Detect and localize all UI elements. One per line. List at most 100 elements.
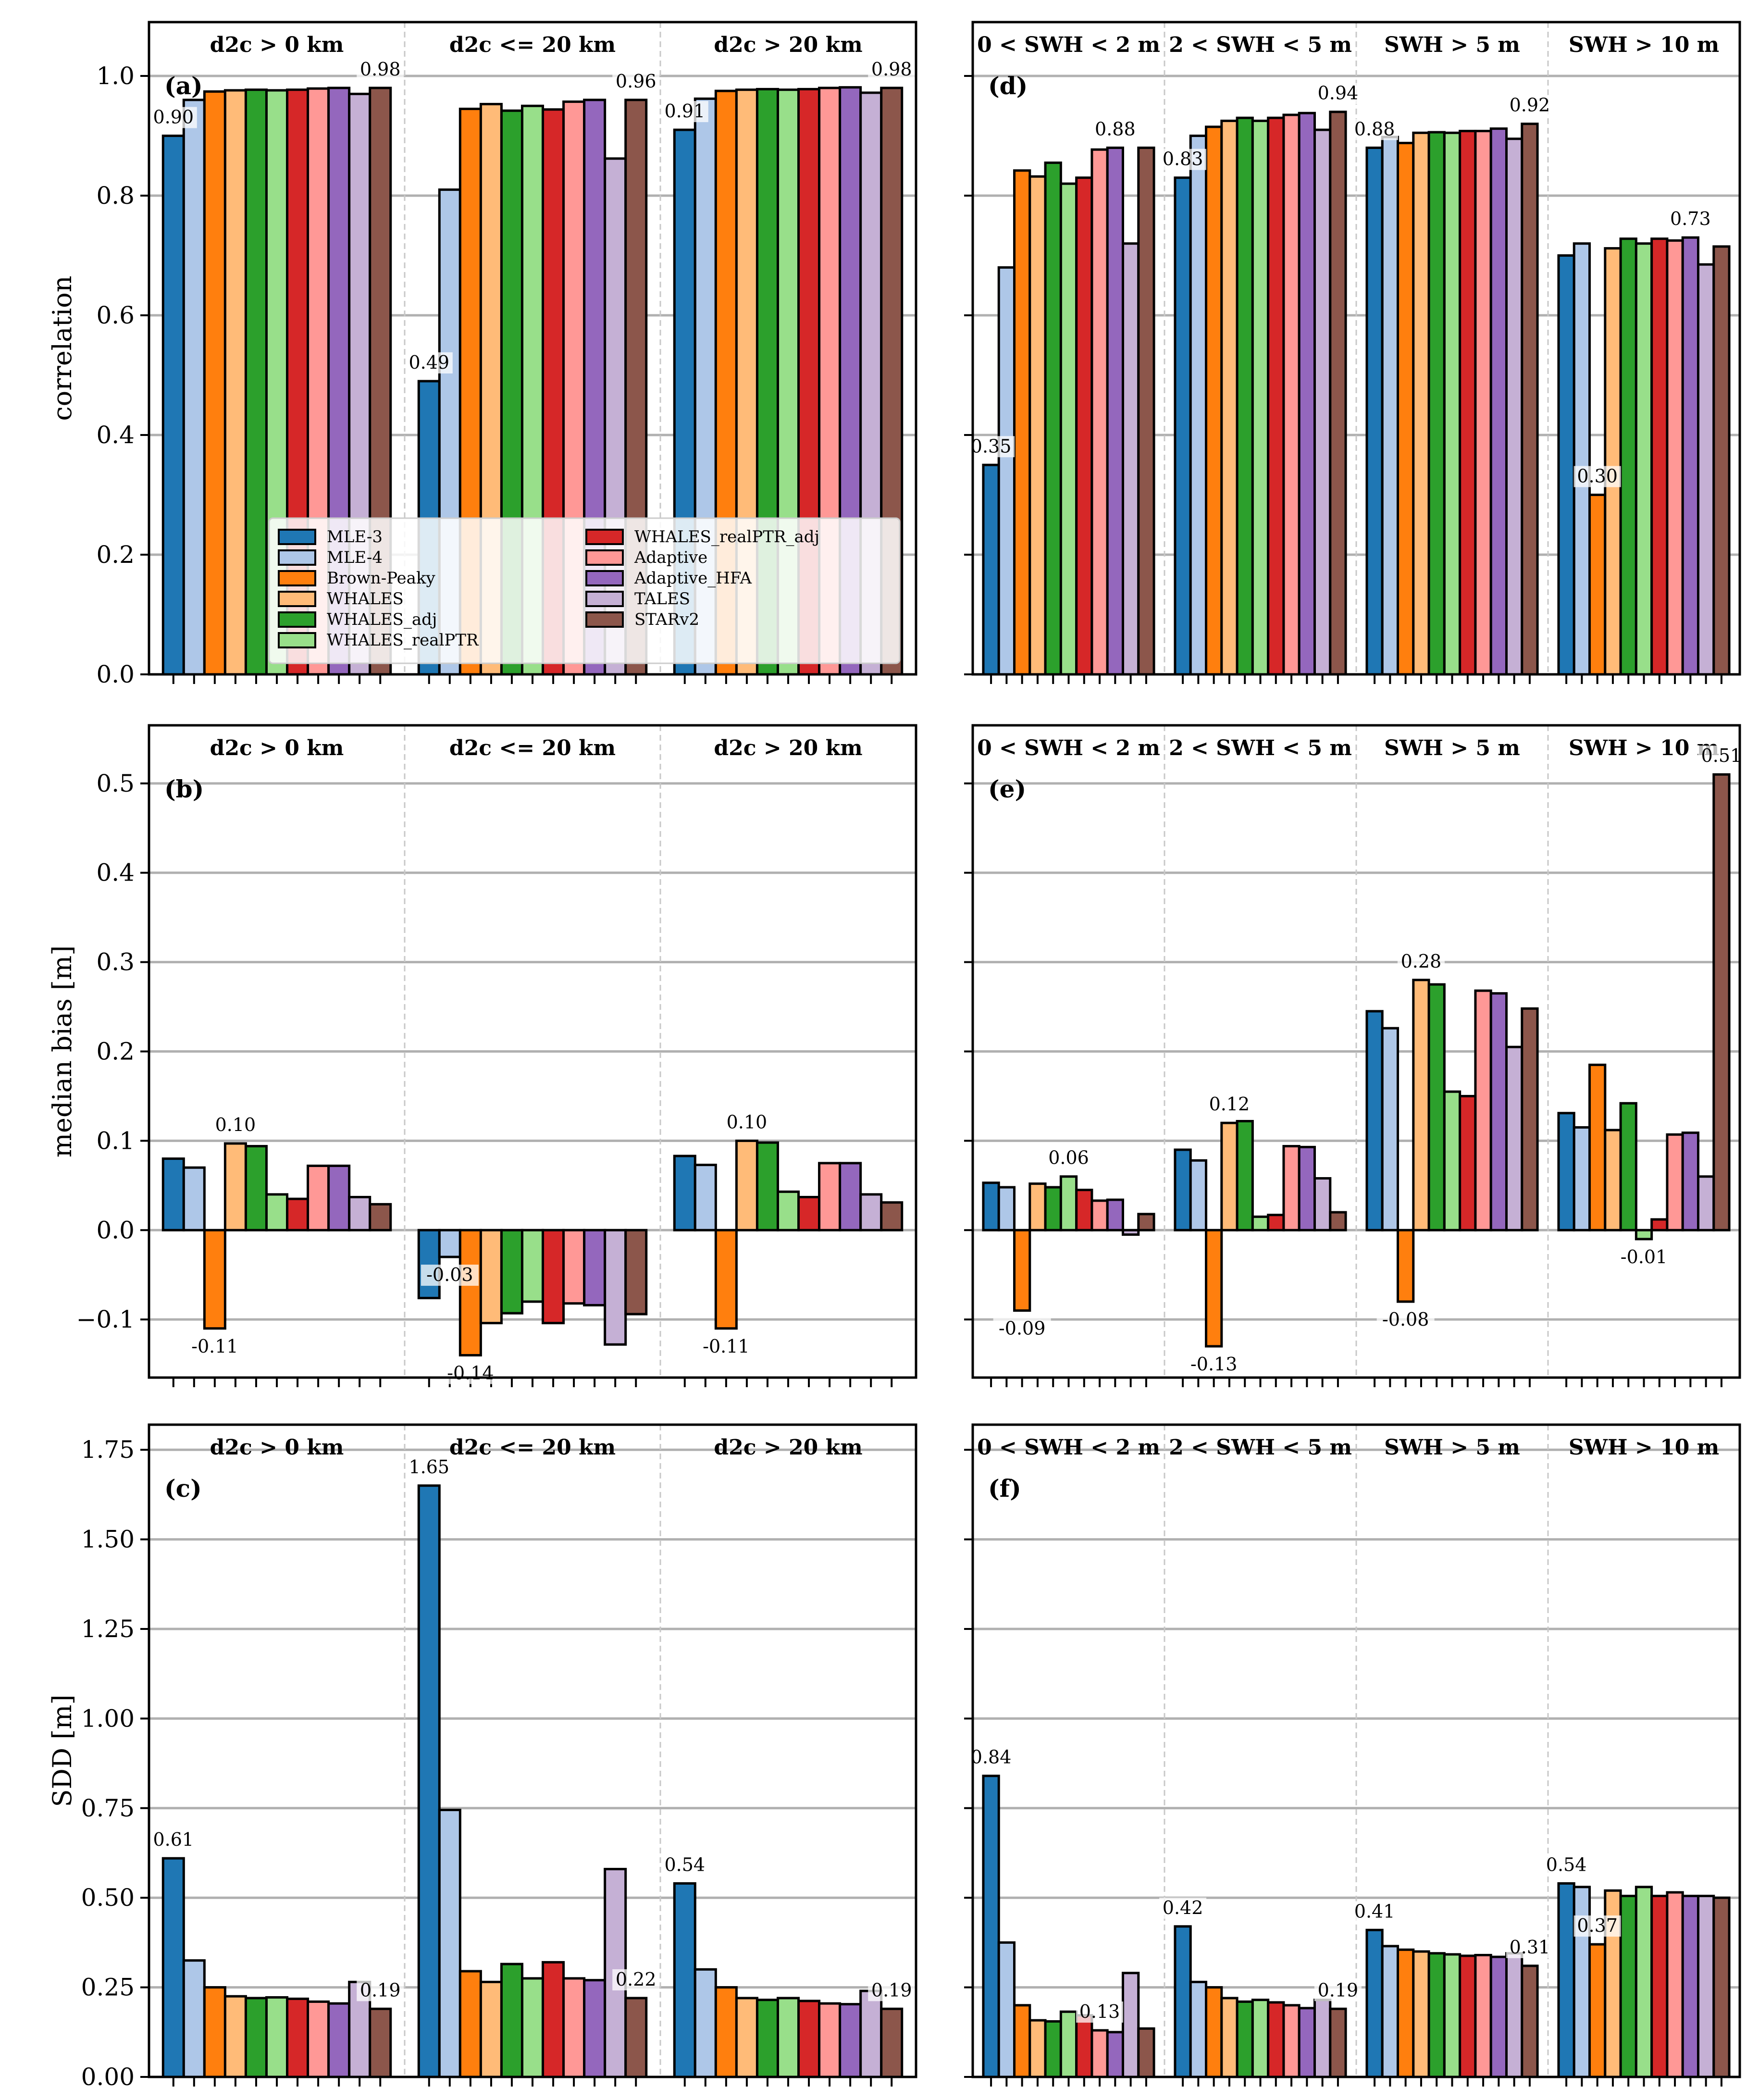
bar — [880, 1201, 904, 1231]
y-tick-label: 0.6 — [96, 301, 135, 329]
annotation-box — [149, 1829, 197, 1851]
legend-label: STARv2 — [634, 610, 699, 629]
axes-frame — [148, 21, 917, 676]
bar — [1697, 1894, 1715, 2078]
group-title: d2c > 20 km — [714, 736, 862, 760]
bar — [1635, 1886, 1653, 2078]
bar — [1075, 1189, 1093, 1231]
bar — [1313, 128, 1332, 676]
bar — [438, 1809, 461, 2078]
bar — [562, 1977, 586, 2078]
value-annotation: -0.13 — [1190, 1354, 1237, 1375]
legend-swatch — [278, 570, 316, 586]
bar — [1666, 1133, 1684, 1231]
legend-label: Brown-Peaky — [327, 569, 436, 588]
bar — [1427, 983, 1446, 1231]
bar — [1013, 2004, 1031, 2078]
bar — [839, 2003, 862, 2078]
bar — [1681, 1894, 1699, 2078]
bar — [1059, 1175, 1078, 1231]
bar — [1044, 1186, 1062, 1231]
bar — [583, 1979, 607, 2078]
y-axis-label: correlation — [47, 275, 77, 421]
value-annotation: 0.13 — [1079, 2001, 1120, 2022]
bar — [1489, 127, 1508, 676]
bar — [1443, 1090, 1462, 1231]
value-annotation: 0.28 — [1401, 951, 1442, 972]
panel-label: (c) — [164, 1474, 202, 1503]
bar — [1573, 1126, 1591, 1231]
bar — [982, 1775, 1000, 2078]
value-annotation: 0.41 — [1354, 1901, 1395, 1922]
group-title: d2c <= 20 km — [449, 1435, 616, 1460]
bar — [1619, 1894, 1637, 2078]
panel-c: 0.00 0.25 0.50 0.75 1.00 1.25 1.50 1.75 d2c > 0 … — [47, 1423, 917, 2091]
bar — [1236, 2000, 1254, 2078]
annotation-box — [993, 1318, 1051, 1340]
bar — [1137, 146, 1155, 676]
bar — [1505, 1045, 1524, 1231]
legend-swatch — [278, 529, 316, 545]
annotation-box — [405, 352, 453, 373]
bar — [997, 266, 1016, 676]
bar — [1489, 992, 1508, 1231]
bar — [1298, 1145, 1316, 1231]
group-title: d2c > 20 km — [714, 33, 862, 57]
bar — [542, 1961, 565, 2078]
bar — [1427, 1952, 1446, 2078]
bar — [265, 1996, 289, 2078]
bar — [265, 1193, 289, 1231]
bar — [1267, 1214, 1285, 1231]
bar — [694, 1968, 717, 2078]
value-annotation: 0.12 — [1209, 1093, 1250, 1115]
bar — [438, 1229, 461, 1258]
panel-f: 0 < SWH < 2 m 2 < SWH < 5 m SWH > 5 m SWH >… — [964, 1423, 1741, 2087]
bar — [1220, 1997, 1239, 2078]
bar — [1604, 247, 1622, 676]
y-tick-label: 0.0 — [96, 660, 135, 688]
bar — [203, 1229, 226, 1330]
bar — [520, 1229, 545, 1303]
bar — [776, 1190, 800, 1231]
value-annotation: 0.94 — [1318, 83, 1359, 104]
bar — [182, 1959, 206, 2078]
bar — [1106, 146, 1124, 676]
value-annotation: 0.61 — [153, 1829, 194, 1850]
value-annotation: 0.51 — [1701, 745, 1742, 766]
panel-label: (f) — [988, 1474, 1021, 1503]
annotation-box — [1397, 951, 1445, 972]
annotation-box — [868, 59, 916, 80]
bar — [694, 1164, 717, 1231]
bar — [1282, 113, 1301, 676]
annotation-box — [1314, 1980, 1362, 2001]
group-title: SWH > 10 m — [1569, 1435, 1719, 1460]
value-annotation: 0.54 — [1546, 1854, 1587, 1875]
bar — [1681, 1131, 1699, 1231]
bar — [1137, 2027, 1155, 2078]
y-tick-label: 0.75 — [81, 1794, 135, 1822]
legend-swatch — [585, 529, 624, 545]
legend-label: MLE-4 — [327, 548, 383, 567]
bar — [1650, 1218, 1669, 1231]
bar — [223, 1142, 247, 1231]
bar — [1557, 1882, 1575, 2078]
value-annotation: 0.98 — [360, 59, 401, 80]
bar — [307, 1164, 330, 1231]
bar — [1189, 135, 1208, 676]
annotation-box — [1573, 466, 1621, 487]
bar — [1443, 1953, 1462, 2078]
bar — [1588, 1943, 1607, 2078]
bar — [1174, 1925, 1192, 2078]
group-title: 0 < SWH < 2 m — [977, 1435, 1160, 1460]
bar — [604, 1229, 627, 1346]
annotation-box — [357, 59, 404, 80]
bar — [1251, 1999, 1270, 2078]
y-tick-label: 0.4 — [96, 421, 135, 449]
bar — [997, 1186, 1016, 1231]
bar — [1313, 1999, 1332, 2078]
annotation-box — [1573, 1915, 1621, 1937]
bar — [1650, 237, 1669, 676]
bar — [1521, 123, 1539, 676]
bar — [1635, 242, 1653, 676]
